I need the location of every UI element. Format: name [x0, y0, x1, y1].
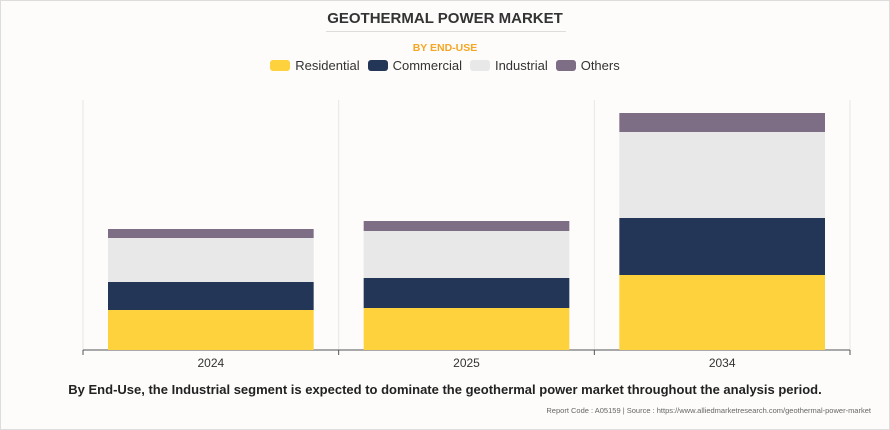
legend: Residential Commercial Industrial Others	[1, 58, 889, 73]
legend-swatch	[555, 60, 576, 71]
x-tick-label: 2025	[453, 356, 480, 370]
legend-item-others[interactable]: Others	[555, 58, 620, 73]
bar-industrial-2034	[619, 132, 825, 218]
source-note: Report Code : A05159 | Source : https://…	[546, 406, 871, 415]
legend-label: Industrial	[494, 58, 548, 73]
bar-industrial-2024	[108, 238, 314, 282]
bar-commercial-2024	[108, 282, 314, 310]
bar-residential-2024	[108, 310, 314, 350]
legend-item-residential[interactable]: Residential	[270, 58, 360, 73]
x-tick-label: 2034	[709, 356, 736, 370]
plot-area: 2024 2025 2034	[82, 100, 851, 370]
chart-subtitle: BY END-USE	[412, 42, 478, 54]
chart-title: GEOTHERMAL POWER MARKET	[327, 10, 563, 27]
bar-commercial-2025	[363, 278, 570, 308]
legend-item-industrial[interactable]: Industrial	[469, 58, 548, 73]
bar-others-2025	[363, 221, 570, 231]
bar-residential-2034	[619, 275, 825, 350]
legend-label: Commercial	[392, 58, 462, 73]
bar-commercial-2034	[619, 218, 825, 275]
bar-others-2034	[619, 113, 825, 132]
legend-item-commercial[interactable]: Commercial	[367, 58, 462, 73]
caption: By End-Use, the Industrial segment is ex…	[68, 382, 822, 397]
title-divider	[326, 31, 566, 32]
legend-label: Others	[580, 58, 620, 73]
legend-swatch	[367, 60, 388, 71]
bar-others-2024	[108, 229, 314, 238]
bar-residential-2025	[363, 308, 570, 350]
legend-swatch	[469, 60, 490, 71]
bar-industrial-2025	[363, 231, 570, 278]
legend-swatch	[270, 60, 291, 71]
x-tick-label: 2024	[197, 356, 224, 370]
legend-label: Residential	[295, 58, 360, 73]
